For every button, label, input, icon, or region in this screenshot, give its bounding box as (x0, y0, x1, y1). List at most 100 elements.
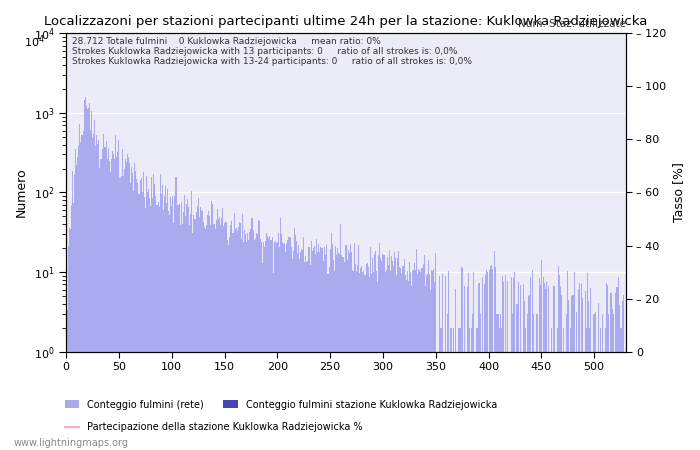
Bar (230, 225, 232, 450)
Bar (237, 230, 238, 450)
Bar (396, 275, 397, 450)
Bar (181, 202, 182, 450)
Bar (397, 258, 398, 450)
Bar (201, 210, 202, 450)
Bar (344, 261, 345, 450)
Bar (533, 314, 534, 450)
Bar (211, 201, 212, 450)
Bar (280, 218, 281, 450)
Bar (203, 222, 204, 450)
Bar (108, 148, 109, 450)
Bar (468, 273, 469, 450)
Bar (477, 328, 479, 450)
Partecipazione della stazione Kuklowka Radziejowicka % (306, 349, 314, 354)
Bar (475, 351, 477, 450)
Bar (471, 328, 472, 450)
Bar (384, 271, 386, 450)
Bar (286, 243, 288, 450)
Bar (257, 234, 258, 450)
Bar (486, 270, 487, 450)
Bar (571, 296, 573, 450)
Bar (543, 277, 544, 450)
Bar (205, 229, 206, 450)
Bar (105, 147, 106, 450)
Text: Num. Staz. utilizzate: Num. Staz. utilizzate (518, 18, 626, 28)
Bar (411, 286, 412, 450)
Bar (339, 254, 340, 450)
Bar (355, 264, 356, 450)
Bar (186, 204, 187, 450)
Bar (568, 300, 569, 450)
Bar (412, 271, 413, 450)
Bar (570, 328, 571, 450)
Bar (240, 223, 241, 450)
Bar (519, 285, 521, 450)
Bar (330, 234, 332, 450)
Bar (372, 258, 373, 450)
Bar (122, 176, 124, 450)
Bar (373, 272, 374, 450)
Bar (262, 263, 263, 450)
Bar (548, 286, 550, 450)
Bar (190, 215, 191, 450)
Bar (435, 253, 436, 450)
Bar (260, 239, 261, 450)
Bar (317, 252, 318, 450)
Bar (312, 251, 313, 450)
Bar (133, 191, 134, 450)
Bar (116, 157, 118, 450)
Bar (318, 244, 319, 450)
Bar (77, 157, 78, 450)
Bar (296, 241, 297, 450)
Bar (245, 234, 246, 450)
Bar (112, 151, 113, 450)
Bar (162, 185, 163, 450)
Bar (136, 179, 137, 450)
Bar (207, 215, 208, 450)
Bar (472, 314, 473, 450)
Bar (302, 250, 303, 450)
Bar (85, 106, 87, 450)
Bar (423, 264, 424, 450)
Bar (225, 222, 226, 450)
Bar (297, 253, 298, 450)
Bar (419, 270, 421, 450)
Bar (301, 249, 302, 450)
Bar (579, 283, 580, 450)
Bar (249, 232, 251, 450)
Bar (290, 247, 292, 450)
Bar (154, 184, 155, 450)
Bar (532, 270, 533, 450)
Bar (360, 268, 361, 450)
Bar (341, 255, 342, 450)
Bar (99, 168, 101, 450)
Bar (503, 282, 504, 450)
Bar (492, 269, 493, 450)
Bar (299, 259, 300, 450)
Bar (292, 259, 293, 450)
Bar (316, 239, 317, 450)
Bar (323, 261, 324, 450)
Bar (410, 272, 411, 450)
Bar (218, 216, 220, 450)
Bar (266, 233, 267, 450)
Bar (400, 268, 401, 450)
Bar (253, 240, 255, 450)
Bar (527, 314, 528, 450)
Bar (124, 168, 125, 450)
Bar (155, 196, 156, 450)
Bar (209, 216, 210, 450)
Bar (530, 277, 531, 450)
Bar (234, 230, 236, 450)
Bar (170, 198, 172, 450)
Bar (484, 284, 485, 450)
Bar (356, 271, 357, 450)
Bar (137, 183, 139, 450)
Bar (89, 103, 90, 450)
Bar (599, 351, 600, 450)
Bar (491, 266, 492, 450)
Bar (371, 274, 372, 450)
Partecipazione della stazione Kuklowka Radziejowicka % (489, 349, 497, 354)
Bar (391, 256, 392, 450)
Bar (438, 351, 440, 450)
